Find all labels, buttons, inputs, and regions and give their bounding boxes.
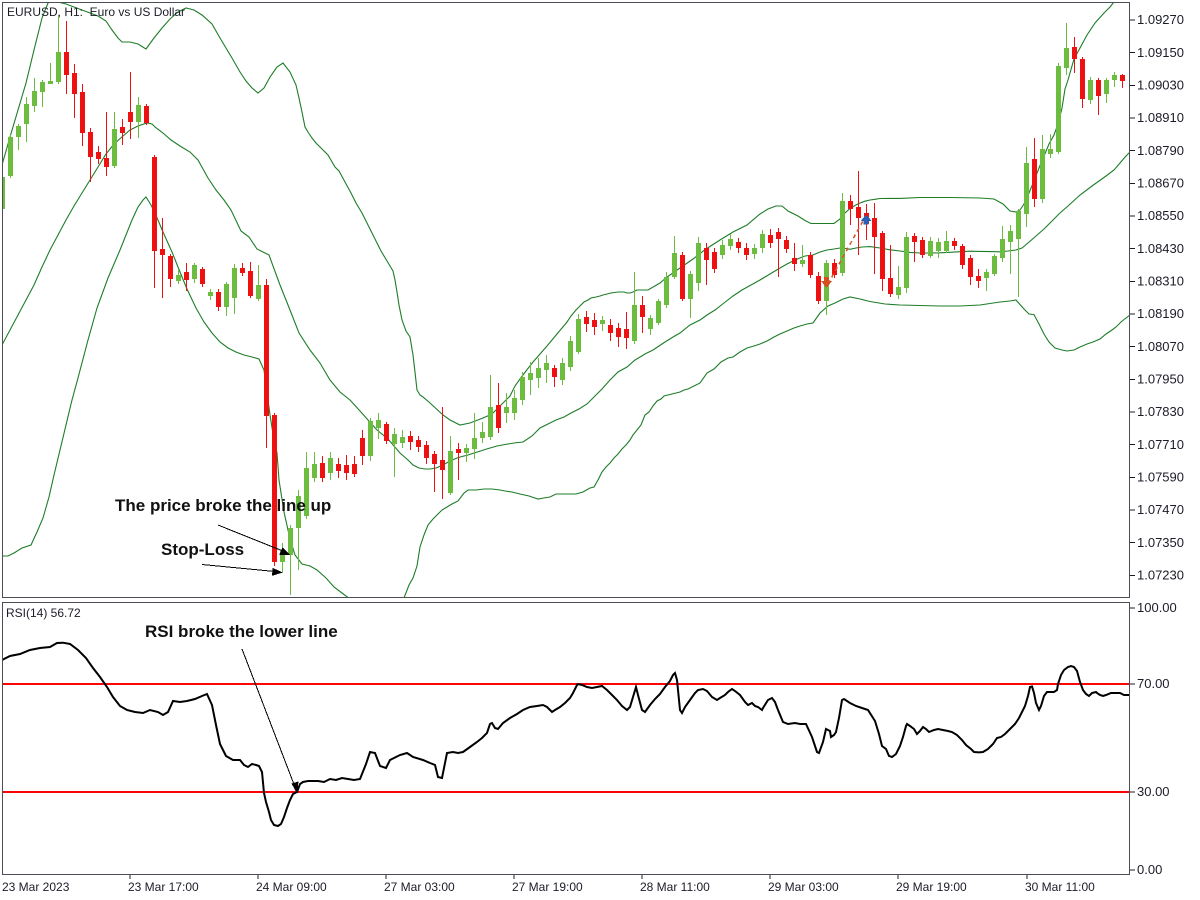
svg-text:30.00: 30.00 <box>1137 784 1170 799</box>
svg-text:27 Mar 03:00: 27 Mar 03:00 <box>384 880 455 894</box>
svg-text:1.08550: 1.08550 <box>1137 208 1184 223</box>
svg-text:30 Mar 11:00: 30 Mar 11:00 <box>1025 880 1095 894</box>
svg-text:29 Mar 19:00: 29 Mar 19:00 <box>896 880 967 894</box>
svg-text:EURUSD, H1: Euro vs US Dollar: EURUSD, H1: Euro vs US Dollar <box>7 5 185 19</box>
svg-text:1.08430: 1.08430 <box>1137 241 1184 256</box>
svg-text:1.08910: 1.08910 <box>1137 110 1184 125</box>
svg-text:Stop-Loss: Stop-Loss <box>161 540 244 559</box>
svg-text:1.08190: 1.08190 <box>1137 306 1184 321</box>
svg-text:The price broke the line up: The price broke the line up <box>115 496 331 515</box>
svg-text:24 Mar 09:00: 24 Mar 09:00 <box>256 880 327 894</box>
svg-text:1.08670: 1.08670 <box>1137 176 1184 191</box>
svg-text:1.07590: 1.07590 <box>1137 470 1184 485</box>
svg-text:1.07950: 1.07950 <box>1137 372 1184 387</box>
svg-text:0.00: 0.00 <box>1137 862 1162 877</box>
svg-text:1.07350: 1.07350 <box>1137 535 1184 550</box>
svg-text:RSI(14) 56.72: RSI(14) 56.72 <box>6 606 81 620</box>
svg-text:1.08070: 1.08070 <box>1137 339 1184 354</box>
svg-text:28 Mar 11:00: 28 Mar 11:00 <box>640 880 710 894</box>
svg-text:1.07710: 1.07710 <box>1137 437 1184 452</box>
svg-text:1.08310: 1.08310 <box>1137 274 1184 289</box>
svg-text:23 Mar 17:00: 23 Mar 17:00 <box>128 880 199 894</box>
svg-text:1.07470: 1.07470 <box>1137 502 1184 517</box>
svg-text:27 Mar 19:00: 27 Mar 19:00 <box>512 880 583 894</box>
svg-text:RSI broke the lower line: RSI broke the lower line <box>145 622 338 641</box>
svg-text:1.07230: 1.07230 <box>1137 568 1184 583</box>
svg-text:1.09270: 1.09270 <box>1137 12 1184 27</box>
svg-text:100.00: 100.00 <box>1137 600 1177 615</box>
svg-text:23 Mar 2023: 23 Mar 2023 <box>2 880 70 894</box>
svg-text:70.00: 70.00 <box>1137 676 1170 691</box>
svg-text:1.08790: 1.08790 <box>1137 143 1184 158</box>
svg-text:1.09030: 1.09030 <box>1137 78 1184 93</box>
svg-text:1.09150: 1.09150 <box>1137 45 1184 60</box>
svg-text:1.07830: 1.07830 <box>1137 404 1184 419</box>
svg-text:29 Mar 03:00: 29 Mar 03:00 <box>768 880 839 894</box>
